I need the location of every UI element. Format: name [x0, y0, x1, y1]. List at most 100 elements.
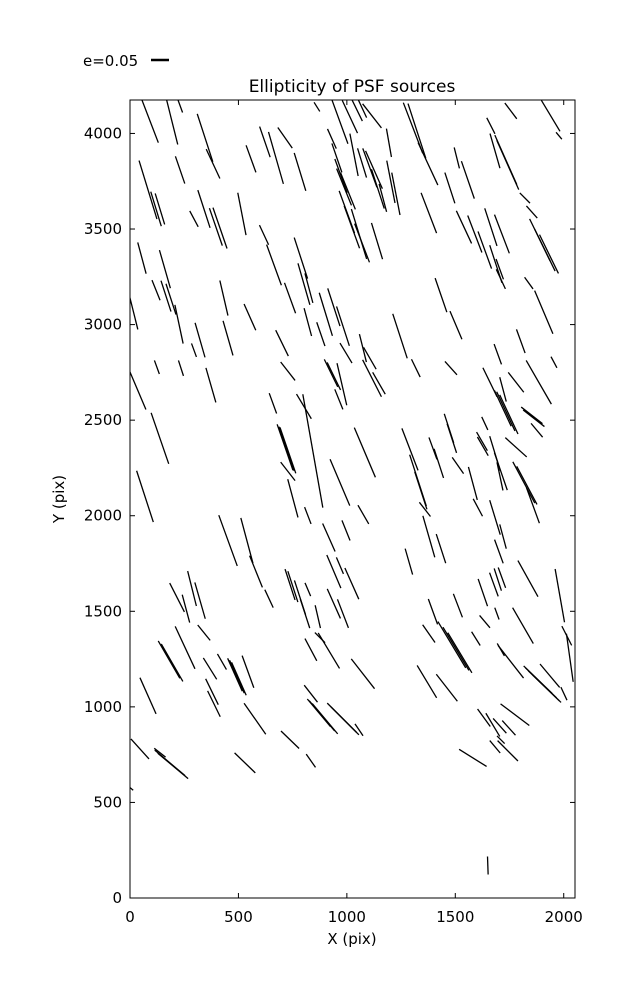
whisker-segment — [160, 643, 184, 682]
whisker-segments — [130, 100, 574, 875]
whisker-segment — [177, 360, 185, 377]
whisker-segment — [349, 133, 359, 177]
whisker-segment — [295, 393, 312, 420]
whisker-segment — [304, 582, 312, 597]
whisker-segment — [452, 593, 464, 618]
whisker-segment — [154, 193, 166, 225]
whisker-segment — [385, 128, 393, 158]
whisker-segment — [476, 431, 488, 452]
whisker-segment — [241, 655, 255, 688]
whisker-segment — [277, 127, 293, 149]
whisker-segment — [327, 288, 341, 327]
whisker-segment — [245, 145, 257, 173]
whisker-segment — [279, 427, 297, 474]
whisker-segment — [165, 100, 179, 145]
whisker-segment — [550, 356, 558, 369]
whisker-segment — [350, 658, 376, 690]
whisker-segment — [234, 752, 256, 774]
whisker-segment — [297, 263, 311, 306]
whisker-segment — [303, 506, 312, 525]
plot-border — [129, 99, 576, 899]
whisker-segment — [497, 567, 507, 589]
whisker-segment — [341, 520, 351, 541]
whisker-segment — [351, 100, 363, 122]
whisker-segment — [248, 555, 264, 588]
whisker-segment — [187, 570, 198, 607]
whisker-segment — [417, 142, 439, 186]
whisker-segment — [194, 322, 206, 358]
whisker-segment — [322, 523, 336, 552]
whisker-segment — [339, 172, 356, 210]
whisker-segment — [451, 456, 465, 474]
whisker-segment — [150, 191, 162, 227]
whisker-segment — [484, 208, 498, 247]
whisker-segment — [472, 498, 484, 517]
whisker-segment — [434, 277, 448, 313]
whisker-segment — [362, 148, 378, 188]
whisker-segment — [455, 210, 473, 244]
whisker-segment — [331, 100, 349, 145]
whisker-segment — [362, 359, 382, 398]
whisker-segment — [334, 389, 344, 410]
whisker-segment — [299, 598, 311, 629]
whisker-segment — [331, 143, 343, 173]
whisker-segment — [197, 624, 211, 641]
whisker-segment — [329, 459, 351, 506]
whisker-segment — [516, 465, 538, 505]
x-tick-label: 1500 — [436, 908, 474, 926]
whisker-segment — [197, 189, 211, 228]
whisker-segment — [357, 100, 368, 118]
axis-ticks — [129, 100, 575, 899]
whisker-segment — [372, 372, 386, 395]
whisker-segment — [493, 568, 503, 591]
whisker-segment — [519, 192, 531, 204]
whisker-segment — [507, 371, 525, 393]
whisker-segment — [174, 626, 196, 670]
whisker-segment — [341, 100, 359, 134]
whisker-segment — [306, 698, 331, 727]
whisker-segment — [283, 282, 297, 314]
whisker-segment — [404, 548, 414, 575]
whisker-segment — [435, 673, 458, 702]
axis-tick-labels: 0 500 1000 1500 2000 0 500 1000 1500 2000 2500 3000… — [84, 124, 583, 926]
whisker-segment — [493, 214, 510, 254]
whisker-segment — [453, 147, 461, 169]
whisker-segment — [304, 273, 314, 304]
whisker-segment — [499, 524, 507, 549]
whisker-segment — [303, 308, 313, 337]
whisker-segment — [410, 358, 421, 378]
whisker-segment — [154, 749, 186, 777]
x-tick-label: 2000 — [545, 908, 583, 926]
whisker-segment — [488, 572, 499, 597]
y-tick-label: 1500 — [84, 602, 122, 620]
whisker-segment — [293, 152, 307, 191]
whisker-segment — [280, 730, 300, 749]
whisker-segment — [496, 462, 504, 491]
whisker-segment — [486, 117, 496, 135]
whisker-segment — [495, 258, 505, 280]
whisker-segment — [196, 113, 214, 163]
whisker-segment — [449, 310, 463, 340]
whisker-segment — [305, 753, 317, 768]
whisker-segment — [194, 582, 206, 619]
whisker-segment — [230, 662, 247, 696]
whisker-segment — [314, 605, 322, 629]
whisker-segment — [153, 747, 167, 758]
whisker-segment — [177, 100, 184, 113]
whisker-segment — [169, 582, 185, 613]
whisker-segment — [335, 557, 345, 575]
whisker-segment — [500, 703, 530, 727]
whisker-segment — [222, 320, 234, 356]
whisker-segment — [525, 205, 538, 219]
whisker-segment — [481, 416, 489, 431]
whisker-segment — [493, 539, 504, 564]
whisker-segment — [303, 684, 319, 703]
whisker-segment — [401, 428, 419, 471]
y-tick-label: 0 — [112, 889, 122, 907]
whisker-segment — [560, 686, 568, 701]
whisker-segment — [323, 359, 339, 388]
whisker-segment — [150, 412, 170, 465]
whisker-segment — [304, 638, 318, 662]
whisker-segment — [378, 183, 388, 212]
